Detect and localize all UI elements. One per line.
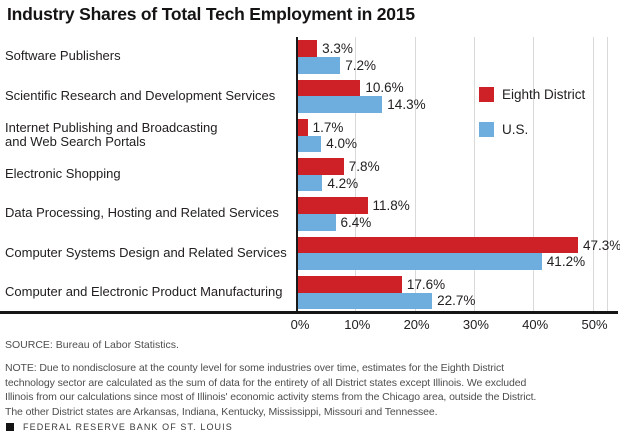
category-row: Internet Publishing and Broadcasting and… [0,116,608,155]
bar-line: 4.0% [297,135,357,153]
bar-line: 41.2% [297,253,586,270]
gridline-50pct [592,37,594,312]
value-label: 7.2% [345,57,376,73]
category-label: Electronic Shopping [5,166,121,182]
gridline-40pct [533,37,535,312]
value-label: 17.6% [406,276,446,292]
bar-u-s- [297,214,336,231]
value-label: 7.8% [348,158,380,174]
category-label: Scientific Research and Development Serv… [5,87,276,103]
x-tick-label: 30% [462,317,489,332]
bar-group: 7.8% 4.2% [296,155,608,194]
footer-square-icon [6,423,14,431]
value-label: 4.2% [327,175,359,191]
value-label: 10.6% [365,80,404,96]
x-tick-label: 10% [344,317,371,332]
value-label: 22.7% [437,293,476,309]
bar-eighth-district [297,118,308,136]
bar-group: 47.3% 41.2% [296,233,620,272]
category-label: Computer Systems Design and Related Serv… [5,244,287,260]
bar-u-s- [297,57,341,74]
bar-line: 7.8% [297,158,380,175]
category-row: Computer Systems Design and Related Serv… [0,233,620,272]
note-text: NOTE: Due to nondisclosure at the county… [5,362,537,418]
value-label: 4.0% [326,136,357,152]
value-label: 3.3% [322,41,353,57]
bar-u-s- [297,292,433,310]
x-axis-tick-labels: 0% 10% 20% 30% 40% 50% [291,317,608,333]
bar-group: 1.7% 4.0% [296,116,608,155]
bar-eighth-district [297,197,368,215]
x-tick-label: 20% [403,317,430,332]
chart-title: Industry Shares of Total Tech Employment… [7,4,415,24]
value-label: 11.8% [372,198,410,214]
value-label: 14.3% [387,97,426,113]
source-text: SOURCE: Bureau of Labor Statistics. [5,339,179,351]
category-row: Computer and Electronic Product Manufact… [0,273,608,312]
bar-line: 3.3% [297,40,353,57]
bar-line: 4.2% [297,174,359,192]
gridline-right-edge [607,37,608,312]
bar-group: 3.3% 7.2% [296,37,608,76]
legend-label: Eighth District [502,87,586,102]
bar-line: 10.6% [297,79,404,97]
bar-rows: Software Publishers 3.3% 7.2% Scientific Re… [0,37,620,312]
gridline-20pct [414,37,416,312]
plot-area [296,37,608,312]
bar-line: 7.2% [297,57,376,74]
bar-line: 11.8% [297,197,410,215]
bar-u-s- [297,174,323,192]
x-tick-label: 50% [581,317,608,332]
bar-line: 22.7% [297,292,476,310]
legend-entry: U.S. [479,122,585,137]
category-label: Data Processing, Hosting and Related Ser… [5,205,279,221]
bar-eighth-district [297,275,402,293]
x-axis-line [0,311,618,314]
bar-u-s- [297,253,542,270]
bar-group: 11.8% 6.4% [296,194,608,233]
legend-swatch-eighth-district [479,87,494,102]
bar-group: 17.6% 22.7% [296,273,608,312]
category-label: Computer and Electronic Product Manufact… [5,283,283,299]
gridline-10pct [355,37,357,312]
x-tick-label: 40% [522,317,549,332]
category-row: Data Processing, Hosting and Related Ser… [0,194,608,233]
footer-text: FEDERAL RESERVE BANK OF ST. LOUIS [23,422,233,432]
bar-line: 1.7% [297,118,344,136]
value-label: 41.2% [546,254,586,270]
bar-eighth-district [297,40,318,57]
bar-u-s- [297,135,322,153]
category-row: Scientific Research and Development Serv… [0,76,608,115]
bar-group: 10.6% 14.3% [296,76,608,115]
bar-line: 17.6% [297,275,446,293]
bar-u-s- [297,96,383,113]
value-label: 47.3% [583,237,620,253]
bar-line: 6.4% [297,214,372,231]
bar-eighth-district [297,79,361,97]
y-axis-line [296,37,298,312]
category-label: Software Publishers [5,48,121,64]
legend: Eighth District U.S. [479,87,585,157]
bar-line: 14.3% [297,96,426,113]
value-label: 6.4% [340,214,372,230]
x-tick-label: 0% [290,317,310,332]
category-label: Internet Publishing and Broadcasting and… [5,119,218,150]
category-row: Software Publishers 3.3% 7.2% [0,37,608,76]
bar-eighth-district [297,236,578,254]
category-row: Electronic Shopping 7.8% 4.2% [0,155,608,194]
footer: FEDERAL RESERVE BANK OF ST. LOUIS [6,422,233,432]
bar-eighth-district [297,158,344,175]
legend-entry: Eighth District [479,87,585,102]
legend-swatch-u-s- [479,122,494,137]
value-label: 1.7% [312,119,344,135]
bar-line: 47.3% [297,236,620,254]
gridline-30pct [473,37,475,312]
legend-label: U.S. [502,122,529,137]
